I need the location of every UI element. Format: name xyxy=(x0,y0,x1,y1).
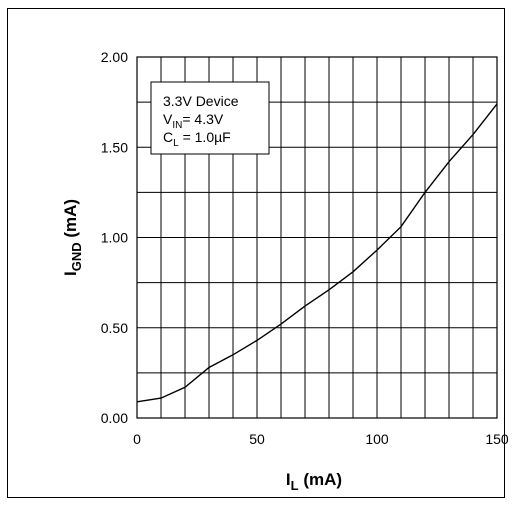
x-tick-label: 50 xyxy=(249,431,265,447)
x-tick-label: 0 xyxy=(133,431,141,447)
y-axis-label-unit: (mA) xyxy=(61,199,80,242)
y-tick-label: 1.50 xyxy=(101,139,128,155)
x-axis-label-main: I xyxy=(286,470,291,489)
y-axis-label-main: I xyxy=(61,271,80,276)
annotation-line-vin: VIN= 4.3V xyxy=(163,111,224,131)
x-tick-label: 150 xyxy=(485,431,509,447)
plot-border xyxy=(136,56,498,419)
x-axis-label-unit: (mA) xyxy=(299,470,342,489)
y-axis-label-sub: GND xyxy=(69,242,84,271)
chart-frame xyxy=(7,8,505,498)
x-axis-label-sub: L xyxy=(291,478,299,493)
y-axis-label: IGND (mA) xyxy=(61,199,84,276)
annotation-line-device: 3.3V Device xyxy=(163,93,239,109)
y-tick-label: 0.50 xyxy=(101,320,128,336)
annotation-cl-main: C xyxy=(163,129,173,145)
tick-labels: 0 50 100 150 0.00 0.50 1.00 1.50 2.00 xyxy=(101,49,509,447)
y-tick-label: 2.00 xyxy=(101,49,128,65)
x-tick-label: 100 xyxy=(365,431,389,447)
annotation-cl-value: = 1.0µF xyxy=(179,129,231,145)
annotation-line-cl: CL = 1.0µF xyxy=(163,129,231,149)
annotation-vin-value: = 4.3V xyxy=(182,111,224,127)
series-line xyxy=(136,103,498,403)
annotation-box-border xyxy=(150,81,270,155)
y-tick-label: 1.00 xyxy=(101,230,128,246)
annotation-box: 3.3V Device VIN= 4.3V CL = 1.0µF xyxy=(150,81,270,155)
grid xyxy=(137,57,497,418)
annotation-vin-sub: IN xyxy=(172,120,182,131)
x-axis-label: IL (mA) xyxy=(286,470,342,493)
annotation-vin-main: V xyxy=(163,111,173,127)
annotation-cl-sub: L xyxy=(173,138,179,149)
y-tick-label: 0.00 xyxy=(101,410,128,426)
